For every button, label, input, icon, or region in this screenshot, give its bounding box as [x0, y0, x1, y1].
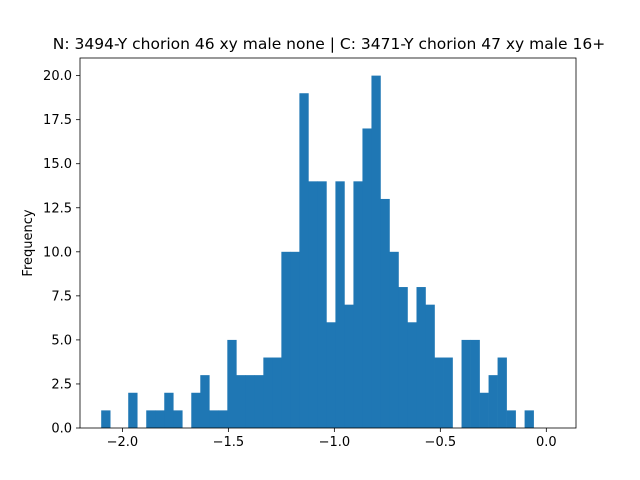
histogram-bar — [479, 392, 489, 428]
axes-frame — [79, 57, 577, 429]
histogram-bar — [524, 410, 534, 428]
y-axis-label: Frequency — [21, 209, 36, 276]
histogram-bar — [209, 410, 219, 428]
y-tick-label: 7.5 — [51, 289, 72, 304]
histogram-bar — [299, 93, 309, 428]
histogram-bar — [236, 375, 246, 428]
histogram-bar — [497, 357, 507, 428]
y-tick-label: 0.0 — [51, 422, 72, 437]
y-tick-label: 10.0 — [43, 245, 72, 260]
histogram-bar — [254, 375, 264, 428]
histogram-bar — [488, 375, 498, 428]
histogram-bar — [344, 304, 354, 428]
histogram-bar — [506, 410, 516, 428]
x-tick-label: −1.5 — [213, 435, 245, 450]
histogram-bar — [425, 304, 435, 428]
histogram-bar — [317, 181, 327, 428]
x-tick-label: −1.0 — [319, 435, 351, 450]
histogram-bars — [101, 75, 534, 428]
histogram-bar — [470, 339, 480, 428]
chart-title: N: 3494-Y chorion 46 xy male none | C: 3… — [53, 35, 605, 53]
y-tick-label: 2.5 — [51, 377, 72, 392]
x-tick-label: −0.5 — [425, 435, 457, 450]
y-axis-ticks: 0.0 2.5 5.0 7.5 10.0 12.5 15.0 17.5 20.0 — [43, 69, 80, 437]
histogram-bar — [434, 357, 444, 428]
histogram-bar — [245, 375, 255, 428]
histogram-bar — [281, 251, 291, 428]
histogram-bar — [407, 322, 417, 428]
histogram-bar — [326, 322, 336, 428]
y-tick-label: 5.0 — [51, 333, 72, 348]
histogram-bar — [380, 198, 390, 428]
histogram-bar — [389, 251, 399, 428]
y-tick-label: 15.0 — [43, 157, 72, 172]
histogram-bar — [173, 410, 183, 428]
histogram-bar — [398, 287, 408, 428]
histogram-bar — [164, 392, 174, 428]
x-tick-label: 0.0 — [536, 435, 557, 450]
histogram-bar — [155, 410, 165, 428]
histogram-bar — [362, 128, 372, 428]
histogram-bar — [128, 392, 138, 428]
histogram-bar — [227, 339, 237, 428]
histogram-bar — [308, 181, 318, 428]
histogram-bar — [290, 251, 300, 428]
y-tick-label: 20.0 — [43, 69, 72, 84]
y-tick-label: 17.5 — [43, 113, 72, 128]
histogram-bar — [443, 357, 453, 428]
histogram-bar — [218, 410, 228, 428]
histogram-bar — [353, 181, 363, 428]
histogram-bar — [146, 410, 156, 428]
x-axis-ticks: −2.0 −1.5 −1.0 −0.5 0.0 — [107, 428, 557, 450]
histogram-bar — [263, 357, 273, 428]
histogram-bar — [416, 287, 426, 428]
histogram-bar — [272, 357, 282, 428]
histogram-bar — [371, 75, 381, 428]
histogram-bar — [461, 339, 471, 428]
histogram-bar — [335, 181, 345, 428]
histogram-bar — [200, 375, 210, 428]
y-tick-label: 12.5 — [43, 201, 72, 216]
x-tick-label: −2.0 — [107, 435, 139, 450]
histogram-bar — [101, 410, 111, 428]
histogram-bar — [191, 392, 201, 428]
